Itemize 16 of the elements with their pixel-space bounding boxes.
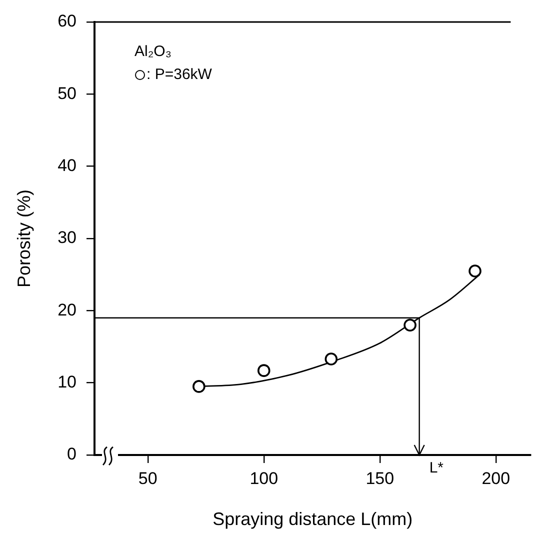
y-tick-label: 0 xyxy=(67,444,77,464)
y-tick-label: 20 xyxy=(58,300,77,320)
y-tick-label: 50 xyxy=(58,84,77,103)
x-axis-title: Spraying distance L(mm) xyxy=(212,509,413,530)
x-tick-label: 200 xyxy=(482,468,510,488)
y-tick-label: 40 xyxy=(58,156,77,176)
y-tick-label: 30 xyxy=(58,228,77,248)
x-tick-label: 150 xyxy=(366,468,394,488)
x-tick-label: 100 xyxy=(250,468,278,488)
legend-label: : P=36kW xyxy=(146,66,212,83)
ref-line-label: L* xyxy=(429,460,444,477)
y-tick-label: 60 xyxy=(58,12,77,31)
y-tick-label: 10 xyxy=(58,372,77,392)
y-axis-title: Porosity (%) xyxy=(14,189,34,288)
annotation: Al₂O₃ xyxy=(134,43,172,60)
x-tick-label: 50 xyxy=(138,468,158,488)
